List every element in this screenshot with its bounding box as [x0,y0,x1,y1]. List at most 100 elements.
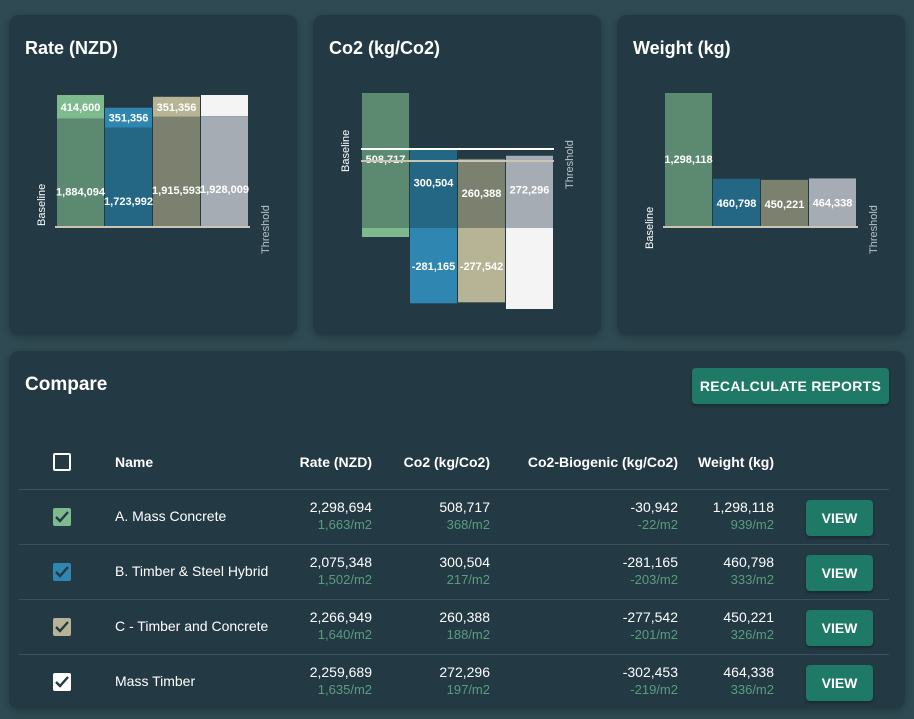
row-weight: 460,798 333/m2 [723,545,774,587]
rate-threshold-label: Threshold [260,205,272,254]
weight-bar-label: 460,798 [717,198,757,210]
rate-bar-above [201,95,248,117]
row-co2: 272,296 197/m2 [439,655,490,697]
rate-bar-label: 1,928,009 [200,184,249,196]
rate-chart: 414,600 1,884,094 351,356 1,723,992 351,356 1… [36,95,272,254]
co2-chart: 508,717300,504-281,165260,388-277,542272… [340,93,576,309]
row-biogenic-value: -302,453 [622,664,678,680]
row-weight-value: 450,221 [723,609,774,625]
compare-table: Name Rate (NZD) Co2 (kg/Co2) Co2-Biogeni… [19,434,889,710]
row-biogenic-value: -281,165 [622,554,678,570]
co2-bar [506,155,553,228]
row-name: C - Timber and Concrete [115,618,269,634]
column-header-weight[interactable]: Weight (kg) [698,454,774,470]
weight-bar [761,179,808,226]
rate-bar [201,116,248,226]
co2-bar-label: 272,296 [510,185,550,197]
row-co2-per-m2: 188/m2 [446,627,490,642]
compare-card: Compare RECALCULATE REPORTS Name Rate (N… [9,351,905,709]
row-rate-per-m2: 1,640/m2 [317,627,372,642]
column-header-rate[interactable]: Rate (NZD) [299,454,372,470]
weight-bar [665,93,712,226]
row-co2: 300,504 217/m2 [439,545,490,587]
rate-bar-label: 1,915,593 [152,185,201,197]
rate-bar [153,116,200,226]
row-biogenic-per-m2: -203/m2 [630,572,678,587]
row-biogenic: -281,165 -203/m2 [623,545,678,587]
row-rate-per-m2: 1,502/m2 [317,572,372,587]
row-biogenic-per-m2: -219/m2 [630,682,678,697]
co2-biogenic-bar [506,228,553,309]
row-rate-value: 2,075,348 [309,554,372,570]
rate-bar [105,127,152,226]
row-rate-value: 2,298,694 [309,499,372,515]
row-checkbox[interactable] [53,618,71,636]
row-rate-value: 2,259,689 [309,664,372,680]
table-row: A. Mass Concrete 2,298,694 1,663/m2 508,717… [19,490,889,545]
co2-baseline-label: Baseline [340,130,352,172]
rate-bar-above-label: 351,356 [109,113,149,125]
rate-bar [57,118,104,226]
weight-baseline-label: Baseline [644,207,656,249]
weight-chart: 1,298,118 460,798 450,221 464,338 Baseline Th… [644,93,880,254]
table-row: Mass Timber 2,259,689 1,635/m2 272,296 197/m… [19,655,889,710]
checkmark-icon [55,566,69,578]
rate-bar-above [105,107,152,128]
checkmark-icon [55,511,69,523]
co2-bar [458,158,505,228]
view-button[interactable]: VIEW [806,500,873,536]
row-rate-per-m2: 1,635/m2 [317,682,372,697]
column-header-name[interactable]: Name [115,454,154,470]
row-co2: 260,388 188/m2 [439,600,490,642]
row-co2: 508,717 368/m2 [439,490,490,532]
row-weight-value: 460,798 [723,554,774,570]
view-button[interactable]: VIEW [806,665,873,701]
row-checkbox[interactable] [53,563,71,581]
table-row: C - Timber and Concrete 2,266,949 1,640/m2… [19,600,889,655]
rate-chart-card: Rate (NZD) 414,600 1,884,094 351,356 1,723,… [9,15,297,335]
weight-threshold-label: Threshold [868,205,880,254]
column-header-co2[interactable]: Co2 (kg/Co2) [403,454,490,470]
row-checkbox[interactable] [53,508,71,526]
co2-chart-title: Co2 (kg/Co2) [329,38,441,58]
row-weight: 450,221 326/m2 [723,600,774,642]
weight-chart-title: Weight (kg) [633,38,731,58]
compare-title: Compare [25,374,108,395]
view-button[interactable]: VIEW [806,610,873,646]
rate-bar-label: 1,884,094 [56,187,106,199]
row-weight: 464,338 336/m2 [723,655,774,697]
weight-chart-card: Weight (kg) 1,298,118 460,798 450,221 464,3… [617,15,905,335]
row-weight-per-m2: 326/m2 [730,627,774,642]
rate-bar-above [153,96,200,117]
row-co2-value: 508,717 [439,499,490,515]
row-rate: 2,075,348 1,502/m2 [310,545,372,587]
row-rate: 2,259,689 1,635/m2 [310,655,372,697]
weight-bar-label: 1,298,118 [664,154,712,166]
column-header-biogenic[interactable]: Co2-Biogenic (kg/Co2) [527,454,678,470]
checkmark-icon [55,676,69,688]
view-button[interactable]: VIEW [806,555,873,591]
row-biogenic-per-m2: -201/m2 [630,627,678,642]
rate-bar-above-label: 414,600 [61,102,101,114]
recalculate-reports-button[interactable]: RECALCULATE REPORTS [692,368,889,404]
row-checkbox[interactable] [53,673,71,691]
weight-bar-label: 464,338 [813,197,853,209]
co2-biogenic-bar [362,228,409,237]
row-co2-per-m2: 197/m2 [446,682,490,697]
row-weight-value: 464,338 [723,664,774,680]
row-name: B. Timber & Steel Hybrid [115,563,269,579]
row-biogenic: -302,453 -219/m2 [623,655,678,697]
row-biogenic-value: -277,542 [622,609,678,625]
weight-bar [809,178,856,226]
weight-bar-label: 450,221 [765,199,805,211]
co2-biogenic-bar [458,228,505,303]
row-rate-per-m2: 1,663/m2 [317,517,372,532]
select-all-checkbox[interactable] [53,453,71,471]
row-rate-value: 2,266,949 [309,609,372,625]
checkmark-icon [55,621,69,633]
co2-biogenic-label: -277,542 [460,261,503,273]
table-header-row: Name Rate (NZD) Co2 (kg/Co2) Co2-Biogeni… [19,434,889,490]
row-rate: 2,266,949 1,640/m2 [310,600,372,642]
co2-biogenic-label: -281,165 [412,261,455,273]
row-biogenic-per-m2: -22/m2 [637,517,678,532]
